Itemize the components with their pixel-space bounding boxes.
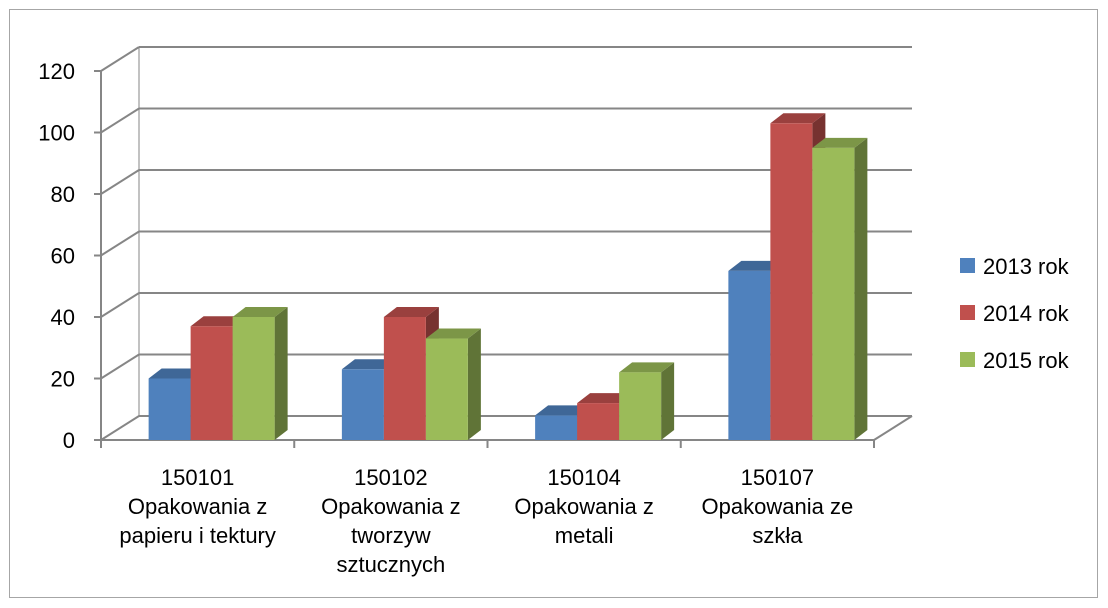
bar-top — [577, 393, 633, 404]
bar-front — [770, 123, 813, 441]
x-category-label-line: Opakowania z — [514, 494, 653, 519]
gridline-side — [100, 292, 140, 318]
bar — [232, 307, 288, 440]
y-tick-label: 80 — [51, 182, 75, 207]
bar-side — [467, 328, 481, 440]
bar-front — [383, 317, 426, 440]
bar-front — [341, 369, 384, 440]
bar-side — [661, 362, 675, 440]
bar-top — [425, 328, 481, 339]
legend-swatch — [960, 352, 975, 367]
gridline-side — [100, 46, 140, 72]
bar-top — [728, 260, 784, 271]
x-category-label-line: tworzyw — [351, 523, 431, 548]
x-category-label-line: papieru i tektury — [119, 523, 276, 548]
x-category-label-line: metali — [555, 523, 614, 548]
legend-label: 2013 rok — [983, 254, 1070, 279]
bar-side — [854, 137, 868, 440]
bar — [425, 328, 481, 440]
legend-label: 2014 rok — [983, 301, 1070, 326]
x-category-label-line: sztucznych — [336, 552, 445, 577]
gridline-side — [100, 169, 140, 195]
bar-front — [425, 338, 468, 440]
y-tick-label: 120 — [38, 59, 75, 84]
y-tick-label: 40 — [51, 305, 75, 330]
x-category-label-line: 150101 — [161, 465, 234, 490]
bar-top — [619, 362, 675, 373]
bar-front — [577, 403, 620, 440]
bar-top — [812, 137, 868, 148]
y-tick-label: 100 — [38, 121, 75, 146]
x-category-label-line: 150102 — [354, 465, 427, 490]
y-tick-label: 20 — [51, 367, 75, 392]
legend-swatch — [960, 258, 975, 273]
x-category-label-line: szkła — [752, 523, 803, 548]
legend: 2013 rok 2014 rok 2015 rok — [960, 254, 1070, 373]
legend-item: 2014 rok — [960, 301, 1070, 326]
y-tick-labels: 0 20 40 60 80 100 120 — [38, 59, 75, 453]
x-category-label: 150104 Opakowania z metali — [514, 465, 653, 548]
bar-side — [274, 307, 288, 440]
bar-front — [232, 317, 275, 440]
gridline-side — [100, 415, 140, 441]
bar-top — [148, 368, 204, 379]
bar — [812, 137, 868, 440]
x-category-label-line: 150104 — [547, 465, 620, 490]
bar-front — [535, 415, 578, 440]
legend-item: 2013 rok — [960, 254, 1070, 279]
x-category-label: 150101 Opakowania z papieru i tektury — [119, 465, 276, 548]
bar-top — [341, 359, 397, 370]
legend-item: 2015 rok — [960, 348, 1070, 373]
bar-top — [190, 316, 246, 327]
bar-top — [770, 113, 826, 124]
legend-label: 2015 rok — [983, 348, 1070, 373]
bar-top — [535, 405, 591, 416]
x-category-label-line: 150107 — [741, 465, 814, 490]
bar-front — [190, 326, 233, 440]
gridline-side — [100, 230, 140, 257]
x-category-label-line: Opakowania z — [321, 494, 460, 519]
legend-swatch — [960, 305, 975, 320]
y-tick-label: 60 — [51, 244, 75, 269]
bar-front — [148, 378, 191, 440]
bar — [619, 362, 675, 440]
chart-frame: 0 20 40 60 80 100 120 150101 Opakowania z papier… — [9, 9, 1098, 598]
x-category-label-line: Opakowania z — [128, 494, 267, 519]
x-category-label: 150102 Opakowania z tworzyw sztucznych — [321, 465, 460, 577]
x-category-label: 150107 Opakowania ze szkła — [702, 465, 854, 548]
bar-front — [812, 147, 855, 440]
bar-top — [232, 307, 288, 317]
bars — [148, 113, 868, 441]
bar-front — [619, 372, 662, 440]
gridline-side — [100, 353, 140, 380]
x-category-label-line: Opakowania ze — [702, 494, 854, 519]
y-tick-label: 0 — [63, 428, 75, 453]
x-category-labels: 150101 Opakowania z papieru i tektury15010… — [119, 465, 853, 577]
bar-chart: 0 20 40 60 80 100 120 150101 Opakowania z papier… — [38, 46, 1070, 577]
bar-top — [383, 307, 439, 317]
bar-front — [728, 270, 771, 440]
floor-edge — [873, 415, 913, 441]
gridline-side — [100, 107, 140, 134]
